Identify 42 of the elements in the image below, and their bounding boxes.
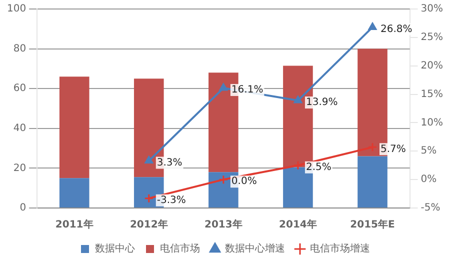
bar [59,178,90,208]
x-tick-label: 2012年 [130,218,168,231]
y2-tick-label: 10% [420,117,444,128]
y2-tick-label: 5% [420,146,437,157]
x-tick-label: 2011年 [55,218,94,231]
y2-tick-label: 20% [420,60,444,72]
y-tick-label: 40 [13,122,26,134]
point [219,83,228,91]
point [368,142,378,152]
y2-tick-label: 15% [420,88,444,100]
data-label: 26.8% [380,24,412,35]
data-label: 5.7% [380,144,406,155]
y2-tick-label: 30% [420,4,444,15]
data-label: 0.0% [231,176,257,188]
y-tick-label: 80 [13,43,26,54]
y-tick-label: 0 [20,202,26,214]
legend-label: 电信市场增速 [310,242,370,255]
y2-tick-label: -5% [420,202,440,214]
y-tick-label: 100 [6,4,26,15]
bar [358,156,388,208]
data-label: -3.3% [156,194,186,206]
x-tick-label: 2013年 [204,218,242,231]
bar [59,76,90,178]
y-tick-label: 20 [13,162,26,174]
legend-label: 数据中心 [95,242,135,255]
point [293,160,303,170]
point [368,22,377,30]
point [218,174,228,184]
x-tick-label: 2014年 [279,218,317,231]
data-label: 16.1% [231,84,264,96]
point [144,194,154,204]
y2-tick-label: 25% [420,32,444,44]
data-label: 3.3% [156,157,182,168]
point [144,156,154,164]
data-label: 13.9% [306,97,338,108]
y-tick-label: 60 [13,83,26,94]
y2-tick-label: 0% [420,174,437,186]
x-tick-label: 2015年E [350,218,395,231]
data-label: 2.5% [306,162,332,173]
legend-label: 电信市场 [160,242,200,255]
legend-label: 数据中心增速 [225,242,285,255]
point [294,96,302,104]
